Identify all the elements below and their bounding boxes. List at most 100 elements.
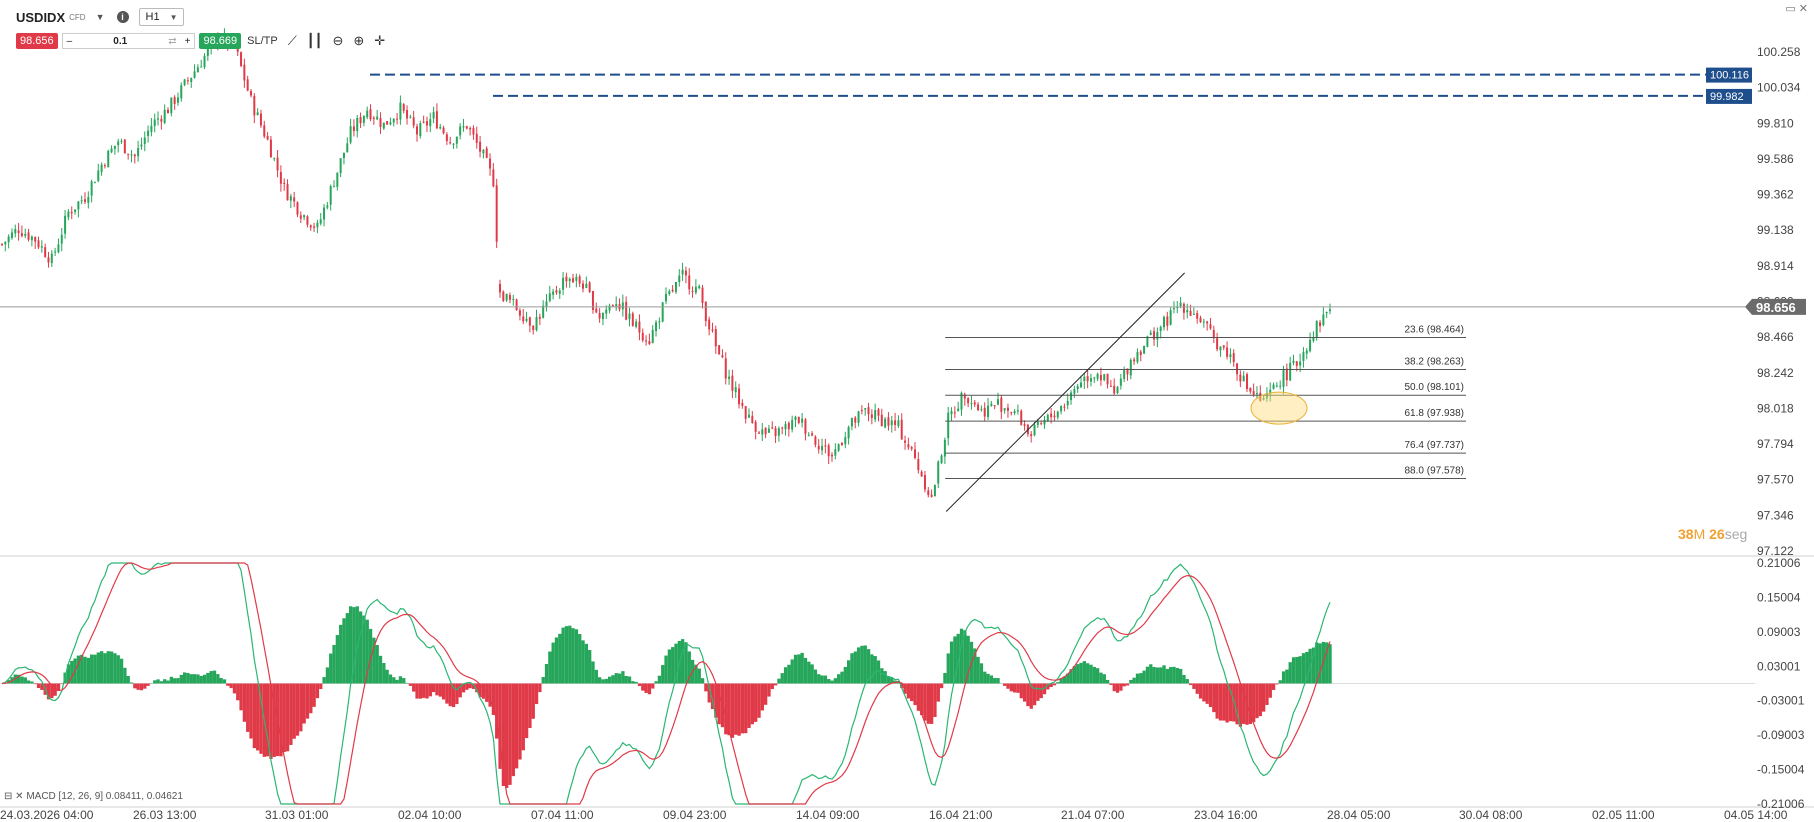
- candles-icon[interactable]: ┃┃: [306, 33, 323, 48]
- macd-histogram-bar: [432, 683, 436, 693]
- zoom-in-icon[interactable]: ⊕: [353, 33, 365, 48]
- chevron-down-icon: ▼: [169, 12, 178, 22]
- macd-histogram-bar: [1066, 673, 1070, 684]
- candle-body: [127, 153, 130, 155]
- candle-body: [1126, 368, 1129, 375]
- macd-histogram-bar: [405, 682, 409, 684]
- macd-histogram-bar: [667, 649, 672, 684]
- macd-histogram-bar: [817, 674, 821, 684]
- macd-histogram-bar: [757, 683, 761, 718]
- macd-histogram-bar: [50, 683, 54, 699]
- candle-body: [658, 321, 661, 323]
- line-chart-icon[interactable]: ⟋: [287, 33, 297, 48]
- decrease-quantity-button[interactable]: –: [66, 35, 73, 47]
- macd-histogram-bar: [910, 683, 914, 702]
- macd-histogram-bar: [866, 649, 871, 684]
- candle-body: [1133, 359, 1136, 362]
- sell-price-button[interactable]: 98.656: [16, 33, 58, 49]
- candle-body: [1249, 387, 1252, 392]
- macd-histogram-bar: [80, 654, 84, 684]
- macd-histogram-bar: [760, 683, 764, 711]
- quantity-input[interactable]: 0.1: [113, 35, 128, 47]
- candle-body: [1159, 326, 1162, 332]
- macd-histogram-bar: [963, 630, 967, 684]
- macd-histogram-bar: [820, 675, 824, 684]
- macd-histogram-bar: [451, 683, 456, 708]
- increase-quantity-button[interactable]: +: [184, 35, 191, 47]
- candle-body: [137, 148, 140, 157]
- macd-histogram-bar: [923, 683, 927, 721]
- macd-histogram-bar: [136, 683, 140, 690]
- candle-body: [900, 419, 903, 440]
- window-controls[interactable]: ▭ ✕: [1785, 3, 1808, 15]
- macd-histogram-bar: [611, 675, 615, 684]
- candle-body: [1063, 406, 1066, 408]
- macd-histogram-bar: [956, 633, 960, 684]
- macd-histogram-bar: [83, 656, 87, 684]
- candle-body: [937, 461, 940, 484]
- macd-histogram-bar: [734, 683, 738, 735]
- candle-body: [47, 257, 50, 263]
- candle-body: [731, 375, 734, 391]
- candle-body: [333, 186, 335, 188]
- candle-body: [963, 394, 966, 399]
- macd-legend[interactable]: ⊟ ✕ MACD [12, 26, 9] 0.08411, 0.04621: [4, 791, 183, 802]
- macd-histogram-bar: [226, 683, 230, 686]
- macd-histogram-bar: [1179, 668, 1183, 684]
- candle-body: [489, 158, 492, 169]
- macd-histogram-bar: [797, 654, 801, 684]
- quantity-stepper[interactable]: – 0.1 ⇄ +: [61, 33, 196, 49]
- candle-body: [1113, 385, 1116, 394]
- candle-body: [741, 402, 744, 406]
- candle-body: [844, 437, 847, 445]
- candle-body: [552, 291, 555, 295]
- candle-body: [625, 301, 628, 320]
- timeframe-select[interactable]: H1 ▼: [138, 8, 185, 26]
- macd-histogram-bar: [1185, 679, 1189, 684]
- candle-body: [1143, 346, 1146, 354]
- candle-body: [4, 241, 7, 245]
- candle-body: [346, 143, 349, 153]
- macd-histogram-bar: [1042, 683, 1047, 695]
- macd-histogram-bar: [1105, 679, 1110, 684]
- candle-body: [392, 118, 395, 123]
- candle-body: [1099, 374, 1102, 381]
- candle-body: [1006, 407, 1009, 411]
- candle-body: [409, 116, 412, 118]
- candle-body: [910, 447, 913, 449]
- macd-histogram-bar: [465, 683, 469, 690]
- crosshair-icon[interactable]: ✛: [374, 33, 386, 48]
- candle-body: [240, 52, 243, 67]
- macd-histogram-bar: [1162, 665, 1166, 684]
- macd-histogram-bar: [1122, 683, 1126, 687]
- symbol-dropdown-icon[interactable]: ▼: [95, 12, 105, 22]
- candle-body: [465, 126, 468, 129]
- macd-histogram-bar: [17, 674, 21, 684]
- indicator-settings-icon[interactable]: ⊟ ✕: [4, 791, 24, 802]
- info-icon[interactable]: i: [116, 11, 129, 23]
- macd-histogram-bar: [422, 683, 426, 698]
- macd-histogram-bar: [259, 683, 263, 754]
- macd-histogram-bar: [385, 669, 389, 684]
- symbol-name[interactable]: USDIDX: [16, 9, 66, 25]
- candle-body: [1013, 411, 1016, 414]
- macd-histogram-bar: [979, 663, 984, 684]
- sltp-button[interactable]: SL/TP: [247, 35, 278, 47]
- buy-price-button[interactable]: 98.669: [199, 33, 242, 49]
- macd-tick-label: -0.21006: [1757, 797, 1805, 811]
- candle-body: [718, 345, 721, 355]
- candle-body: [562, 277, 565, 290]
- candle-body: [777, 428, 780, 436]
- candle-body: [904, 440, 907, 443]
- candle-body: [681, 269, 684, 275]
- candle-body: [439, 126, 442, 129]
- candle-body: [422, 121, 425, 123]
- swap-icon[interactable]: ⇄: [168, 35, 177, 47]
- macd-histogram-bar: [1228, 683, 1233, 722]
- macd-histogram-bar: [561, 627, 565, 684]
- candle-body: [133, 154, 136, 157]
- macd-histogram-bar: [614, 673, 618, 684]
- zoom-out-icon[interactable]: ⊖: [332, 33, 344, 48]
- macd-histogram-bar: [837, 674, 841, 684]
